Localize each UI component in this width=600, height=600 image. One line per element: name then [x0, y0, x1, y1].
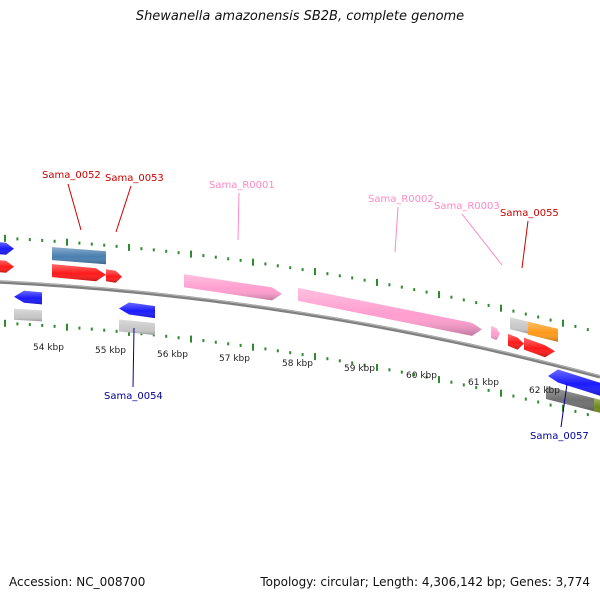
gene-dark-gray-shade	[546, 386, 596, 412]
label-leader-lines	[67, 183, 568, 428]
gene-label-sama-r0003[interactable]: Sama_R0003	[434, 201, 500, 212]
page-title: Shewanella amazonensis SB2B, complete ge…	[135, 9, 465, 24]
gene-sama-r0003-shade	[491, 325, 500, 340]
accession-label: Accession: NC_008700	[9, 575, 146, 589]
backbone-highlight	[0, 280, 600, 377]
scale-label-56: 56 kbp	[157, 350, 188, 360]
gene-gray-upper-shade	[510, 317, 528, 334]
gene-labels: Sama_0052 Sama_0053 Sama_R0001 Sama_R000…	[42, 170, 589, 442]
gene-sama-r0002-shade	[298, 287, 482, 336]
gene-gray-lower-shade	[119, 319, 155, 336]
leader-sama-0054	[132, 327, 135, 388]
scale-label-54: 54 kbp	[33, 343, 64, 353]
gene-sama-0057-shade	[548, 369, 600, 396]
scale-label-62: 62 kbp	[529, 386, 560, 396]
leader-sama-0053	[115, 185, 132, 233]
gene-sama-0055-shade	[524, 337, 555, 358]
scale-label-61: 61 kbp	[468, 378, 499, 388]
scale-labels: 54 kbp 55 kbp 56 kbp 57 kbp 58 kbp 59 kb…	[33, 343, 560, 396]
gene-label-sama-0052[interactable]: Sama_0052	[42, 170, 101, 181]
leader-sama-r0003	[461, 213, 503, 266]
gene-sama-r0001-shade	[184, 274, 282, 301]
leader-sama-0057	[560, 383, 568, 428]
scale-label-57: 57 kbp	[219, 354, 250, 364]
scale-label-58: 58 kbp	[282, 359, 313, 369]
gene-blue-edge-top-shade	[0, 242, 14, 255]
leader-sama-0052	[67, 183, 82, 231]
leader-sama-r0002	[394, 206, 399, 253]
gene-label-sama-r0001[interactable]: Sama_R0001	[209, 180, 275, 191]
genome-summary: Topology: circular; Length: 4,306,142 bp…	[260, 575, 590, 589]
gene-label-sama-0053[interactable]: Sama_0053	[105, 173, 164, 184]
gene-sama-0052-red-shade	[52, 264, 106, 282]
gene-sama-0053-shade	[106, 269, 122, 283]
gene-red-upper-right-shade	[508, 333, 524, 350]
gene-label-sama-0054[interactable]: Sama_0054	[104, 391, 163, 402]
gene-label-sama-0057[interactable]: Sama_0057	[530, 431, 589, 442]
genome-backbone	[0, 280, 600, 379]
leader-sama-r0001	[237, 192, 240, 241]
gene-sama-0054-shade	[119, 302, 155, 319]
gene-gray-lower-left-shade	[14, 308, 42, 322]
gene-olive-shade	[594, 398, 600, 413]
gene-red-edge-shade	[0, 260, 14, 273]
gene-sama-0052-shade	[52, 247, 106, 265]
gene-label-sama-r0002[interactable]: Sama_R0002	[368, 194, 434, 205]
gene-label-sama-0055[interactable]: Sama_0055	[500, 208, 559, 219]
scale-label-60: 60 kbp	[406, 371, 437, 381]
gene-sama-0055-orange-shade	[528, 321, 558, 342]
scale-label-55: 55 kbp	[95, 346, 126, 356]
gene-features	[0, 242, 600, 413]
leader-sama-0055	[521, 220, 529, 269]
gene-blue-lower-left-shade	[14, 290, 42, 305]
backbone-line	[0, 280, 600, 379]
scale-label-59: 59 kbp	[344, 364, 375, 374]
